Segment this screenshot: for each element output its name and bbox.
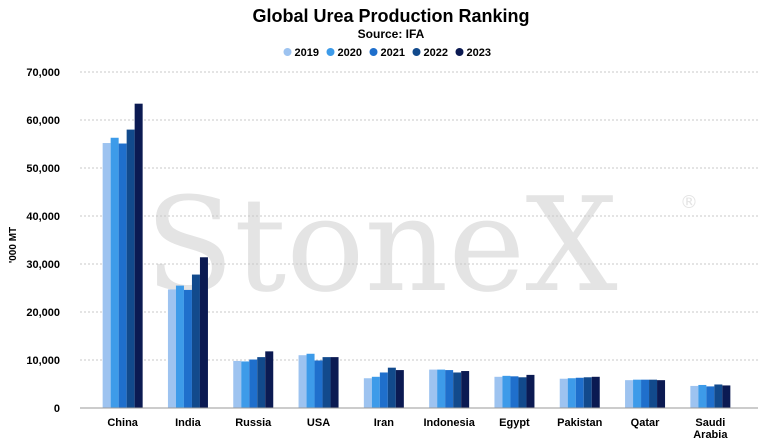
bar-2019 <box>690 385 699 408</box>
bar-2020 <box>437 369 446 408</box>
x-category-label: China <box>107 417 138 429</box>
legend-marker-2020 <box>326 48 335 56</box>
legend-label: 2019 <box>295 47 319 59</box>
x-category-label: Pakistan <box>557 417 603 429</box>
y-axis-ticks: 0 10,000 20,000 30,000 40,000 50,000 60,000 70,… <box>26 67 60 415</box>
legend-label: 2021 <box>381 47 405 59</box>
bar-2021 <box>510 376 519 408</box>
bar-2020 <box>633 379 642 408</box>
chart-subtitle: Source: IFA <box>358 27 425 41</box>
bar-2022 <box>322 357 331 408</box>
legend-marker-2019 <box>283 48 292 56</box>
bar-2021 <box>706 386 715 408</box>
bar-2022 <box>518 377 527 408</box>
bar-2019 <box>233 360 242 408</box>
bar-2021 <box>575 377 584 408</box>
x-category-label: Indonesia <box>423 417 475 429</box>
bar-2019 <box>559 378 568 408</box>
bar-2023 <box>526 374 535 408</box>
x-category-label: Russia <box>235 417 272 429</box>
legend-marker-2022 <box>412 48 421 56</box>
bar-2022 <box>387 367 396 408</box>
bar-2021 <box>379 372 388 408</box>
bar-2022 <box>257 357 266 408</box>
x-category-label: Iran <box>374 417 394 429</box>
bar-2023 <box>722 385 731 408</box>
bar-2023 <box>395 370 404 408</box>
bar-2021 <box>641 379 650 408</box>
bar-2022 <box>191 274 200 408</box>
y-tick-label: 30,000 <box>26 259 60 271</box>
bar-2023 <box>265 351 274 408</box>
bar-2020 <box>502 375 511 408</box>
legend-marker-2021 <box>369 48 378 56</box>
chart-title: Global Urea Production Ranking <box>252 6 529 26</box>
bar-2020 <box>371 376 380 408</box>
x-axis-categories: China India Russia USA Iran Indonesia Egypt Pak… <box>107 417 728 441</box>
x-category-label: Qatar <box>631 417 660 429</box>
bar-2021 <box>445 370 454 408</box>
bar-2019 <box>429 369 438 408</box>
bar-2023 <box>461 371 470 408</box>
bar-2020 <box>698 384 707 408</box>
y-tick-label: 70,000 <box>26 67 60 79</box>
y-tick-label: 10,000 <box>26 355 60 367</box>
bar-2020 <box>110 137 119 408</box>
legend-label: 2020 <box>338 47 362 59</box>
x-category-label: Egypt <box>499 417 530 429</box>
bar-2020 <box>241 361 250 408</box>
x-category-label: USA <box>307 417 330 429</box>
watermark-registered-icon: ® <box>680 192 698 213</box>
bar-2023 <box>657 380 666 408</box>
bar-2019 <box>494 376 503 408</box>
bars <box>102 103 731 409</box>
watermark-text: StoneX <box>145 169 618 321</box>
bar-2019 <box>102 143 111 409</box>
bar-2021 <box>118 143 127 408</box>
bar-2019 <box>363 378 372 408</box>
y-tick-label: 0 <box>54 403 60 415</box>
legend-label: 2022 <box>424 47 448 59</box>
legend-marker-2023 <box>455 48 464 56</box>
bar-2021 <box>183 289 192 408</box>
y-tick-label: 40,000 <box>26 211 60 223</box>
y-axis-label: '000 MT <box>8 227 19 263</box>
bar-2021 <box>249 359 258 408</box>
legend-label: 2023 <box>467 47 491 59</box>
bar-2022 <box>126 129 135 408</box>
bar-2023 <box>134 103 143 409</box>
bar-2023 <box>199 257 208 408</box>
bar-2020 <box>175 285 184 408</box>
bar-2023 <box>330 357 339 408</box>
watermark: StoneX ® <box>145 169 698 321</box>
bar-2021 <box>314 360 323 408</box>
legend: 2019 2020 2021 2022 2023 <box>283 47 491 59</box>
bar-2019 <box>167 289 176 408</box>
y-tick-label: 50,000 <box>26 163 60 175</box>
bar-2020 <box>567 378 576 408</box>
bar-2023 <box>591 376 600 408</box>
x-category-label: India <box>175 417 202 429</box>
bar-2019 <box>625 380 634 408</box>
bar-2022 <box>453 372 462 408</box>
x-category-label: Saudi <box>695 417 725 429</box>
bar-2022 <box>649 379 658 408</box>
bar-2019 <box>298 355 307 408</box>
bar-2022 <box>714 384 723 408</box>
bar-2022 <box>583 377 592 408</box>
bar-2020 <box>306 353 315 408</box>
x-category-label: Arabia <box>693 429 728 441</box>
y-tick-label: 60,000 <box>26 115 60 127</box>
y-tick-label: 20,000 <box>26 307 60 319</box>
